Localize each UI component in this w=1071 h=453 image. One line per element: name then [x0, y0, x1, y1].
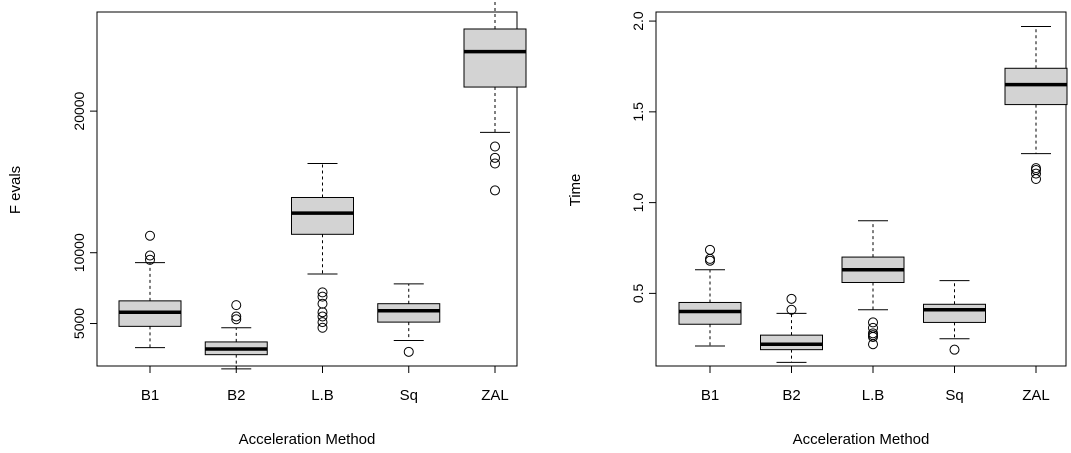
outlier-point	[490, 158, 500, 169]
y-axis-title: F evals	[7, 166, 24, 214]
outlier-point	[490, 141, 500, 152]
outlier-point	[317, 322, 328, 333]
outlier-point	[317, 311, 328, 322]
outlier-point	[705, 244, 715, 255]
boxplot-panel-2: 0.5 1.0 1.5 2.0 B1 B2 L.B Sq ZAL Acceleration Met…	[567, 11, 1068, 448]
box-B1	[678, 244, 742, 347]
outlier-point	[231, 311, 242, 322]
outlier-point	[490, 152, 500, 163]
x-tick-label: B1	[701, 387, 719, 404]
y-tick-label: 20000	[71, 91, 87, 130]
outlier-point	[949, 344, 960, 355]
box-L.B	[291, 163, 354, 333]
iqr-box	[291, 196, 354, 235]
y-tick-label: 0.5	[630, 283, 646, 303]
plot-frame	[96, 11, 518, 367]
y-tick-label: 1.5	[630, 102, 646, 122]
iqr-box	[923, 303, 986, 323]
boxplot-panel-1: 5000 10000 20000 B1 B2 L.B Sq ZAL Acceleration M…	[7, 0, 527, 448]
box-ZAL	[463, 0, 527, 196]
x-axis-title: Acceleration Method	[239, 431, 376, 448]
outlier-point	[868, 322, 878, 333]
outlier-point	[1031, 168, 1041, 179]
x-tick-label: L.B	[311, 387, 334, 404]
x-tick-label: Sq	[400, 387, 418, 404]
y-tick-label: 2.0	[630, 11, 646, 31]
outlier-point	[145, 254, 155, 265]
outlier-point	[317, 287, 328, 298]
outlier-point	[231, 314, 242, 325]
outlier-point	[317, 317, 328, 328]
outlier-point	[490, 185, 500, 196]
x-tick-label: ZAL	[481, 387, 509, 404]
box-Sq	[377, 283, 441, 357]
y-tick-label: 1.0	[630, 193, 646, 213]
box-Sq	[923, 280, 986, 355]
outlier-point	[145, 230, 155, 241]
x-tick-label: B2	[227, 387, 245, 404]
plot-frame	[655, 11, 1067, 367]
outlier-point	[786, 304, 797, 315]
box-B2	[760, 293, 823, 363]
outlier-point	[1031, 163, 1041, 174]
x-tick-label: B1	[141, 387, 159, 404]
outlier-point	[317, 307, 328, 318]
outlier-point	[145, 250, 155, 261]
x-axis-title: Acceleration Method	[793, 431, 930, 448]
outlier-point	[403, 346, 414, 357]
outlier-point	[317, 291, 328, 302]
x-tick-label: L.B	[862, 387, 885, 404]
box-L.B	[841, 220, 905, 350]
outlier-point	[868, 317, 878, 328]
y-axis-title: Time	[567, 174, 584, 207]
iqr-box	[678, 301, 742, 325]
iqr-box	[463, 28, 527, 88]
box-B1	[118, 230, 182, 349]
y-tick-label: 5000	[71, 308, 87, 339]
x-tick-label: Sq	[945, 387, 963, 404]
outlier-point	[317, 298, 328, 309]
x-tick-label: ZAL	[1022, 387, 1050, 404]
outlier-point	[786, 293, 797, 304]
x-tick-label: B2	[782, 387, 800, 404]
iqr-box	[760, 334, 823, 351]
box-ZAL	[1004, 26, 1068, 185]
iqr-box	[377, 303, 441, 323]
y-tick-label: 10000	[71, 233, 87, 272]
outlier-point	[231, 300, 242, 311]
outlier-point	[1031, 174, 1041, 185]
box-B2	[204, 300, 268, 370]
outlier-point	[868, 328, 878, 339]
iqr-box	[1004, 67, 1068, 106]
